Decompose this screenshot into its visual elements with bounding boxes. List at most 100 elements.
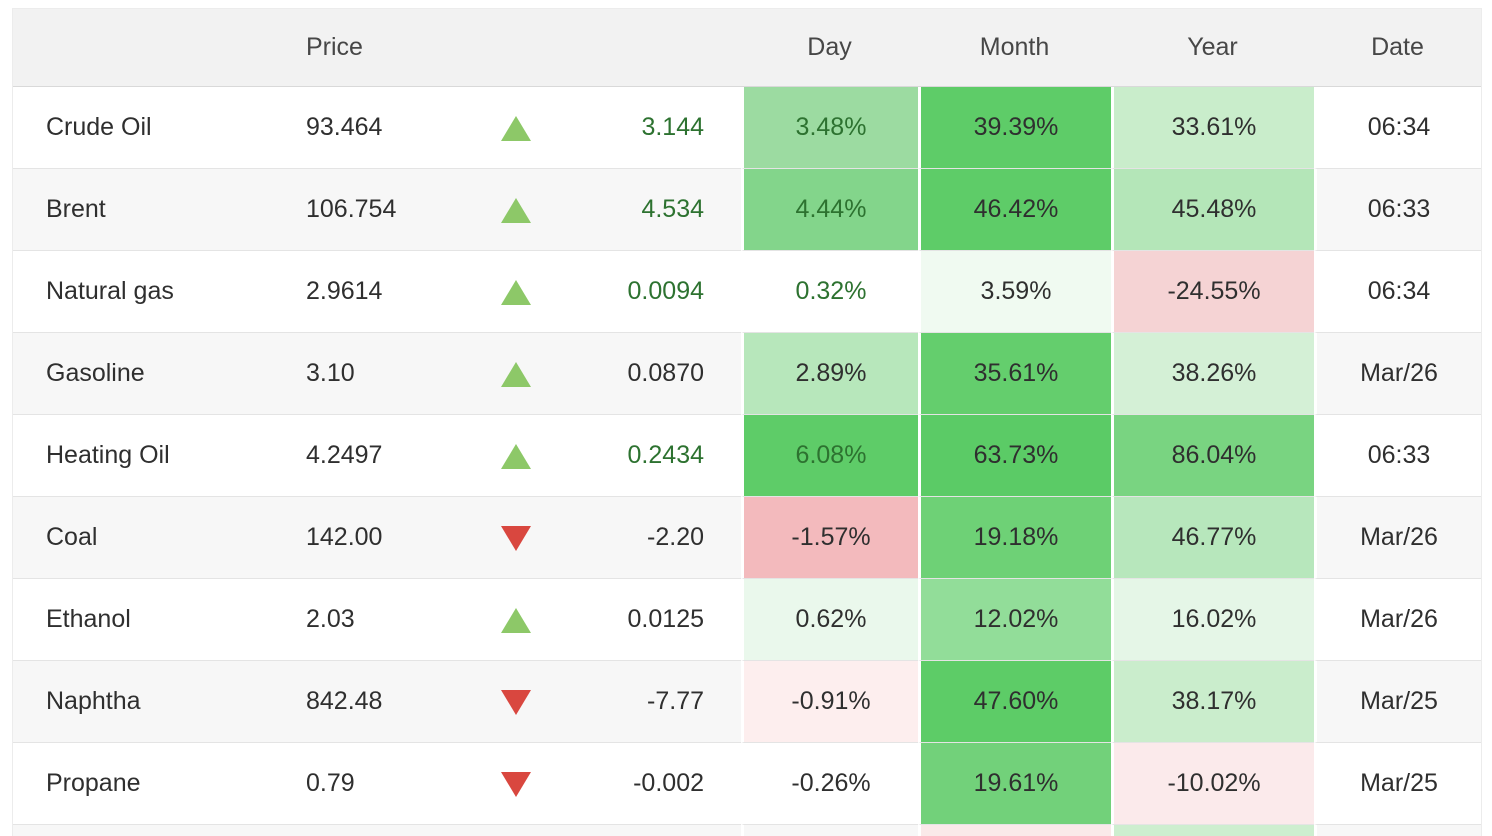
- year-percent-cell: -10.02%: [1111, 743, 1314, 825]
- commodity-name-link[interactable]: Natural gas: [13, 251, 296, 333]
- day-percent-cell: 3.48%: [741, 87, 918, 169]
- header-name: [13, 9, 296, 87]
- change-direction: [471, 169, 561, 251]
- down-triangle-icon: [501, 525, 531, 551]
- commodity-price: 4.2497: [296, 415, 471, 497]
- commodity-change: 0.0125: [561, 579, 741, 661]
- commodity-price: 842.48: [296, 661, 471, 743]
- commodity-row[interactable]: Coal 142.00 -2.20 -1.57% 19.18% 46.77% M…: [13, 497, 1481, 579]
- commodity-name-link[interactable]: Propane: [13, 743, 296, 825]
- day-percent-cell: -1.57%: [741, 497, 918, 579]
- date-cell: Mar/25: [1314, 743, 1481, 825]
- date-cell: [1314, 825, 1481, 836]
- commodity-name-link[interactable]: Crude Oil: [13, 87, 296, 169]
- commodity-name-link[interactable]: [13, 825, 296, 836]
- commodity-change: -2.20: [561, 497, 741, 579]
- month-percent-cell: 47.60%: [918, 661, 1111, 743]
- down-triangle-icon: [501, 771, 531, 797]
- commodity-name-link[interactable]: Brent: [13, 169, 296, 251]
- header-change-spacer: [561, 9, 741, 87]
- date-cell: 06:33: [1314, 415, 1481, 497]
- commodity-name-link[interactable]: Gasoline: [13, 333, 296, 415]
- change-direction: [471, 333, 561, 415]
- commodity-price: 93.464: [296, 87, 471, 169]
- commodity-name-link[interactable]: Naphtha: [13, 661, 296, 743]
- commodity-row[interactable]: [13, 825, 1481, 836]
- up-triangle-icon: [501, 443, 531, 469]
- day-percent-cell: -0.91%: [741, 661, 918, 743]
- commodity-price: 0.79: [296, 743, 471, 825]
- year-percent-cell: 38.17%: [1111, 661, 1314, 743]
- commodities-table: Price Day Month Year Date Crude Oil 93.4…: [12, 8, 1482, 836]
- commodity-row[interactable]: Brent 106.754 4.534 4.44% 46.42% 45.48% …: [13, 169, 1481, 251]
- year-percent-cell: 38.26%: [1111, 333, 1314, 415]
- commodity-name-link[interactable]: Ethanol: [13, 579, 296, 661]
- month-percent-cell: 63.73%: [918, 415, 1111, 497]
- change-direction: [471, 743, 561, 825]
- month-percent-cell: 19.61%: [918, 743, 1111, 825]
- day-percent-cell: 0.62%: [741, 579, 918, 661]
- commodity-name-link[interactable]: Coal: [13, 497, 296, 579]
- change-direction: [471, 87, 561, 169]
- month-percent-cell: [918, 825, 1111, 836]
- month-percent-cell: 3.59%: [918, 251, 1111, 333]
- down-triangle-icon: [501, 689, 531, 715]
- commodity-row[interactable]: Propane 0.79 -0.002 -0.26% 19.61% -10.02…: [13, 743, 1481, 825]
- header-arrow-spacer: [471, 9, 561, 87]
- change-direction: [471, 251, 561, 333]
- up-triangle-icon: [501, 115, 531, 141]
- commodity-row[interactable]: Crude Oil 93.464 3.144 3.48% 39.39% 33.6…: [13, 87, 1481, 169]
- commodity-change: 0.0870: [561, 333, 741, 415]
- date-cell: Mar/26: [1314, 333, 1481, 415]
- date-cell: Mar/25: [1314, 661, 1481, 743]
- change-direction: [471, 415, 561, 497]
- day-percent-cell: 2.89%: [741, 333, 918, 415]
- commodity-row[interactable]: Natural gas 2.9614 0.0094 0.32% 3.59% -2…: [13, 251, 1481, 333]
- day-percent-cell: [741, 825, 918, 836]
- date-cell: 06:34: [1314, 251, 1481, 333]
- year-percent-cell: 16.02%: [1111, 579, 1314, 661]
- commodity-name-link[interactable]: Heating Oil: [13, 415, 296, 497]
- commodity-row[interactable]: Naphtha 842.48 -7.77 -0.91% 47.60% 38.17…: [13, 661, 1481, 743]
- year-percent-cell: [1111, 825, 1314, 836]
- year-percent-cell: 33.61%: [1111, 87, 1314, 169]
- up-triangle-icon: [501, 361, 531, 387]
- commodity-change: 0.2434: [561, 415, 741, 497]
- commodity-row[interactable]: Gasoline 3.10 0.0870 2.89% 35.61% 38.26%…: [13, 333, 1481, 415]
- date-cell: 06:33: [1314, 169, 1481, 251]
- header-month: Month: [918, 9, 1111, 87]
- commodity-change: -7.77: [561, 661, 741, 743]
- date-cell: Mar/26: [1314, 579, 1481, 661]
- commodity-change: 4.534: [561, 169, 741, 251]
- commodity-change: 0.0094: [561, 251, 741, 333]
- change-direction: [471, 579, 561, 661]
- header-year: Year: [1111, 9, 1314, 87]
- month-percent-cell: 19.18%: [918, 497, 1111, 579]
- commodity-price: 3.10: [296, 333, 471, 415]
- header-date: Date: [1314, 9, 1481, 87]
- day-percent-cell: 0.32%: [741, 251, 918, 333]
- month-percent-cell: 12.02%: [918, 579, 1111, 661]
- commodity-change: [561, 825, 741, 836]
- month-percent-cell: 39.39%: [918, 87, 1111, 169]
- day-percent-cell: 4.44%: [741, 169, 918, 251]
- change-direction: [471, 497, 561, 579]
- header-row: Price Day Month Year Date: [13, 9, 1481, 87]
- year-percent-cell: -24.55%: [1111, 251, 1314, 333]
- commodity-row[interactable]: Heating Oil 4.2497 0.2434 6.08% 63.73% 8…: [13, 415, 1481, 497]
- commodity-price: 106.754: [296, 169, 471, 251]
- commodity-change: 3.144: [561, 87, 741, 169]
- commodity-price: 2.9614: [296, 251, 471, 333]
- commodity-price: 2.03: [296, 579, 471, 661]
- year-percent-cell: 45.48%: [1111, 169, 1314, 251]
- header-price: Price: [296, 9, 471, 87]
- commodity-change: -0.002: [561, 743, 741, 825]
- table-header: Price Day Month Year Date: [13, 9, 1481, 87]
- year-percent-cell: 86.04%: [1111, 415, 1314, 497]
- commodity-price: [296, 825, 471, 836]
- commodity-row[interactable]: Ethanol 2.03 0.0125 0.62% 12.02% 16.02% …: [13, 579, 1481, 661]
- day-percent-cell: -0.26%: [741, 743, 918, 825]
- month-percent-cell: 35.61%: [918, 333, 1111, 415]
- table-body: Crude Oil 93.464 3.144 3.48% 39.39% 33.6…: [13, 87, 1481, 836]
- header-day: Day: [741, 9, 918, 87]
